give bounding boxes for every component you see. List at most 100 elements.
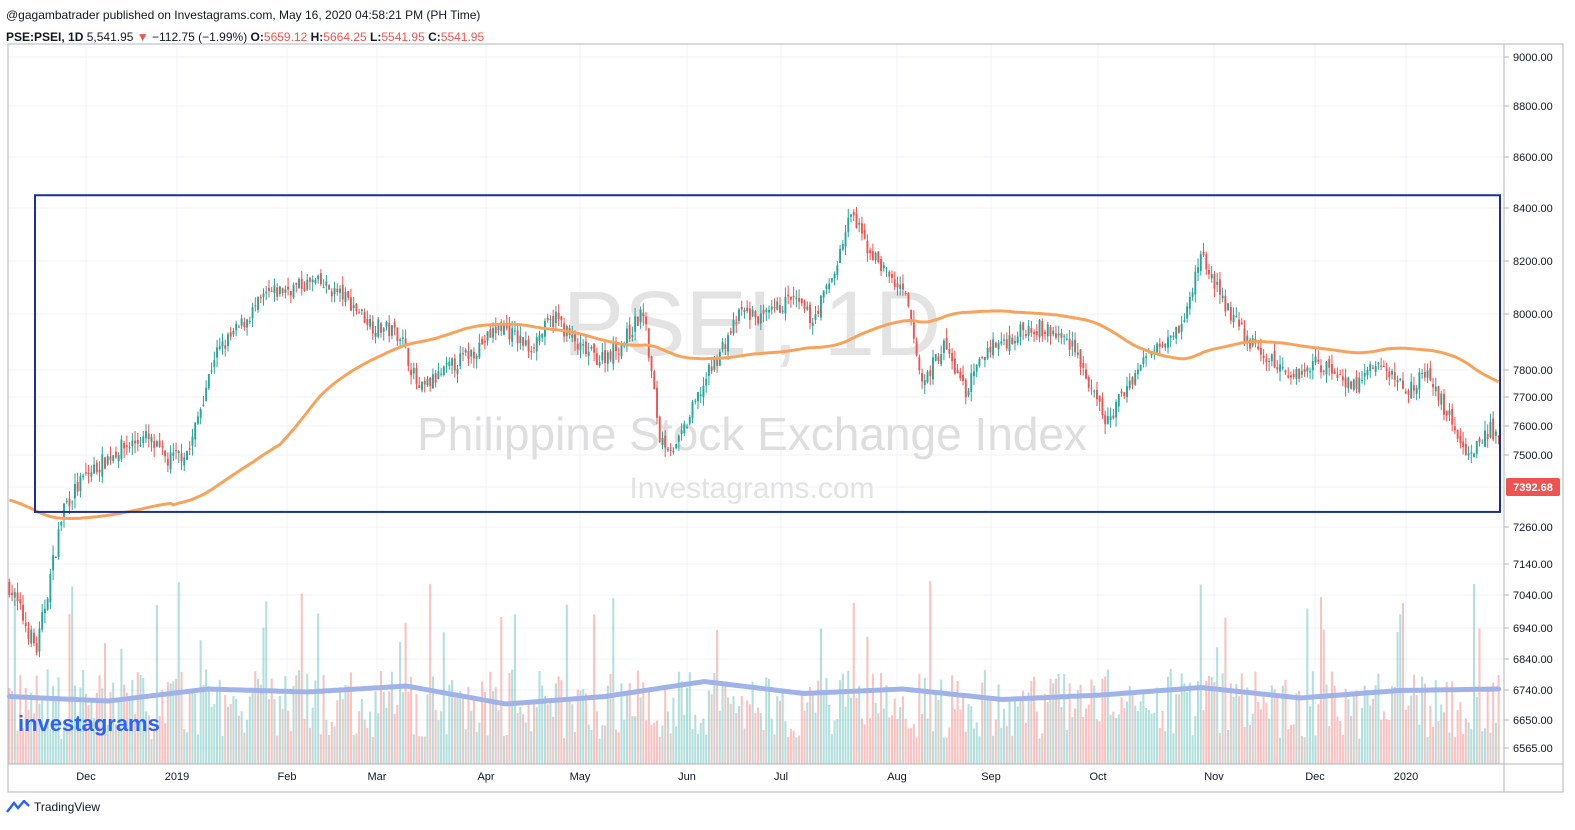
candle-body <box>994 342 997 348</box>
candle-body <box>136 439 139 444</box>
volume-bar <box>817 680 820 764</box>
volume-bar <box>992 735 995 764</box>
candle-body <box>516 330 519 344</box>
volume-bar <box>73 685 76 764</box>
candle-body <box>369 319 372 327</box>
footer[interactable]: TradingView <box>6 800 100 814</box>
candle-body <box>183 457 186 466</box>
candle-body <box>535 337 538 352</box>
volume-bar <box>1065 730 1068 764</box>
price-tick-label: 7700.00 <box>1513 392 1553 404</box>
candle-body <box>22 604 24 621</box>
candle-body <box>300 278 303 290</box>
volume-bar <box>1082 717 1085 764</box>
volume-bar <box>385 707 388 764</box>
volume-bar <box>358 711 361 764</box>
volume-bar <box>1142 692 1145 764</box>
volume-bar <box>1109 714 1112 764</box>
volume-bar <box>150 738 153 764</box>
volume-bar <box>1016 706 1019 764</box>
candle-body <box>1106 415 1109 424</box>
candle-body <box>860 223 863 234</box>
trading-range-box[interactable] <box>34 194 1501 513</box>
volume-bar <box>1090 679 1093 764</box>
candle-body <box>789 296 792 300</box>
volume-bar <box>319 734 322 764</box>
candle-body <box>754 311 757 318</box>
candle-body <box>792 295 795 298</box>
volume-bar <box>554 683 557 764</box>
volume-bar <box>508 672 511 764</box>
volume-bar <box>101 688 104 764</box>
candle-body <box>1139 364 1142 371</box>
time-tick-label: Dec <box>1305 771 1325 783</box>
volume-bar <box>975 722 978 764</box>
volume-bar <box>833 720 836 764</box>
candle-body <box>576 343 579 350</box>
candle-body <box>595 353 598 366</box>
time-tick-label: Oct <box>1089 771 1106 783</box>
volume-bar <box>636 670 639 764</box>
volume-bar <box>54 695 57 764</box>
candle-body <box>636 316 639 327</box>
symbol-label[interactable]: PSE:PSEI, 1D <box>6 30 84 44</box>
volume-bar <box>844 706 847 764</box>
candle-body <box>582 344 585 346</box>
candle-body <box>1054 333 1057 338</box>
volume-bar <box>735 712 738 764</box>
volume-bar <box>1393 686 1396 764</box>
candle-body <box>901 283 904 290</box>
candle-body <box>257 297 259 310</box>
volume-bar <box>1432 726 1435 764</box>
volume-bar <box>1147 709 1150 764</box>
candle-body <box>382 328 385 332</box>
volume-bar <box>1221 673 1224 764</box>
candle-body <box>1150 352 1153 356</box>
candle-body <box>1311 361 1314 371</box>
candle-body <box>437 371 440 379</box>
volume-bar <box>1054 678 1057 764</box>
candle-body <box>743 309 746 313</box>
volume-bar <box>1153 712 1156 764</box>
volume-bar <box>1229 683 1232 764</box>
volume-bar <box>560 680 563 764</box>
candle-body <box>374 332 377 337</box>
volume-bar <box>601 725 604 764</box>
candle-body <box>574 331 576 342</box>
volume-bar <box>1093 685 1096 764</box>
candle-body <box>557 312 560 320</box>
candle-body <box>1270 354 1273 362</box>
price-tick-label: 6840.00 <box>1513 654 1553 666</box>
candle-body <box>1180 323 1183 332</box>
volume-bar <box>931 731 935 764</box>
candle-body <box>617 353 620 355</box>
volume-bar <box>718 710 721 764</box>
volume-bar <box>604 725 607 764</box>
volume-bar <box>1197 681 1200 764</box>
volume-bar <box>1125 701 1129 764</box>
volume-bar <box>420 736 424 764</box>
watermark-site: Investagrams.com <box>629 472 874 505</box>
volume-bar <box>338 687 342 764</box>
volume-bar <box>765 677 768 764</box>
volume-bar <box>522 714 525 764</box>
candle-body <box>579 342 582 351</box>
candle-body <box>1235 316 1238 318</box>
candle-body <box>779 305 781 313</box>
volume-bar <box>1284 679 1287 764</box>
volume-bar <box>79 687 82 764</box>
candle-body <box>1221 295 1224 299</box>
volume-bar <box>934 691 937 764</box>
watermark-name: Philippine Stock Exchange Index <box>417 408 1087 460</box>
volume-bar <box>491 691 495 764</box>
candle-body <box>923 379 926 385</box>
candle-body <box>336 288 339 293</box>
volume-bar <box>1336 716 1339 764</box>
volume-bar <box>1002 708 1006 764</box>
candle-body <box>41 612 44 630</box>
volume-bar <box>655 720 659 764</box>
candle-body <box>270 290 273 292</box>
volume-bar <box>962 696 965 764</box>
candle-body <box>508 325 511 340</box>
